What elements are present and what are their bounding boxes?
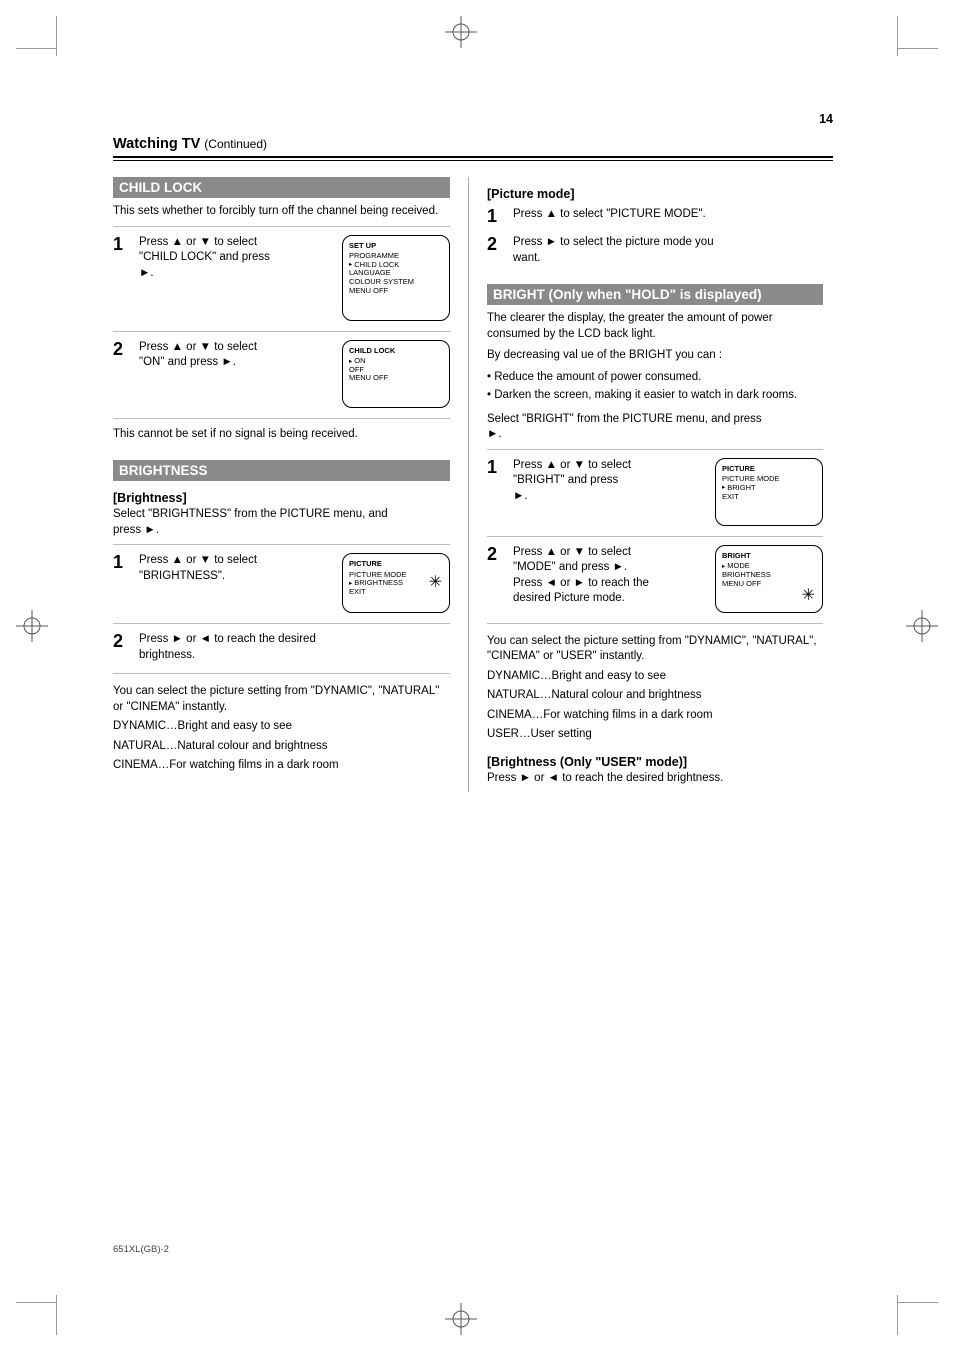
brightness-user-head: [Brightness (Only "USER" mode)] (487, 755, 823, 769)
right-icon (513, 490, 524, 502)
step-text: Press to select the picture mode youwant… (513, 235, 817, 266)
step-brightness-2: 2 Press or to reach the desiredbrightnes… (113, 624, 450, 674)
step-number: 2 (113, 632, 133, 650)
footer-part-number: 651XL(GB)-2 (113, 1244, 169, 1255)
left-icon (546, 577, 557, 589)
right-icon (144, 524, 155, 536)
step-number: 2 (487, 235, 507, 253)
step-bright-2: 2 Press or to select "MODE" and press . … (487, 537, 823, 624)
left-icon (200, 633, 211, 645)
step-pm-2: 2 Press to select the picture mode youwa… (487, 235, 823, 276)
step-number: 2 (487, 545, 507, 563)
step-number: 2 (113, 340, 133, 358)
step-text: Press or to reach the desiredbrightness. (139, 632, 444, 663)
step-number: 1 (113, 235, 133, 253)
step-number: 1 (113, 553, 133, 571)
lcd-bright-menu: BRIGHT ▸MODE BRIGHTNESS MENU OFF ✳ (715, 545, 823, 613)
brightness-icon: ✳ (429, 574, 441, 592)
step-text: Press or to select "MODE" and press . Pr… (513, 545, 709, 607)
band-child-lock: CHILD LOCK (113, 177, 450, 198)
right-icon (520, 772, 531, 784)
register-mark (445, 1303, 477, 1335)
right-icon (487, 428, 498, 440)
lcd-childlock: CHILD LOCK ▸ON OFF MENU OFF (342, 340, 450, 408)
right-icon (546, 236, 557, 248)
step-text: Press or to select "BRIGHTNESS". (139, 553, 336, 584)
brightness-icon: ✳ (802, 587, 814, 605)
childlock-note: This cannot be set if no signal is being… (113, 427, 450, 443)
child-lock-lead: This sets whether to forcibly turn off t… (113, 204, 450, 220)
step-pm-1: 1 Press to select "PICTURE MODE". (487, 205, 823, 235)
up-icon (546, 459, 557, 471)
band-brightness: BRIGHTNESS (113, 460, 450, 481)
right-icon (139, 267, 150, 279)
left-icon (548, 772, 559, 784)
right-icon (613, 561, 624, 573)
step-childlock-1: 1 Press or to select "CHILD LOCK" and pr… (113, 226, 450, 332)
right-icon (172, 633, 183, 645)
brightness-subhead: [Brightness] (113, 491, 450, 505)
down-icon (574, 459, 585, 471)
step-text: Press or to select "ON" and press . (139, 340, 336, 371)
up-icon (546, 546, 557, 558)
step-bright-1: 1 Press or to select "BRIGHT" and press … (487, 449, 823, 537)
register-mark (906, 610, 938, 642)
right-icon (574, 577, 585, 589)
brightness-lead: Select "BRIGHTNESS" from the PICTURE men… (113, 507, 450, 538)
up-icon (546, 208, 557, 220)
step-text: Press or to select "BRIGHT" and press . (513, 458, 709, 505)
bright-mode-desc: You can select the picture setting from … (487, 634, 823, 743)
register-mark (445, 16, 477, 48)
down-icon (574, 546, 585, 558)
step-text: Press to select "PICTURE MODE". (513, 207, 817, 223)
down-icon (200, 341, 211, 353)
step-brightness-1: 1 Press or to select "BRIGHTNESS". PICTU… (113, 544, 450, 624)
step-number: 1 (487, 458, 507, 476)
down-icon (200, 554, 211, 566)
bright-trail: Select "BRIGHT" from the PICTURE menu, a… (487, 412, 823, 443)
picture-mode-desc: You can select the picture setting from … (113, 684, 450, 774)
section-title: Watching TV (Continued) (113, 136, 833, 152)
step-text: Press or to select "CHILD LOCK" and pres… (139, 235, 336, 282)
brightness-user-step: Press or to reach the desired brightness… (487, 771, 823, 787)
cursor-icon: ▸ (722, 484, 725, 491)
right-icon (221, 356, 232, 368)
up-icon (172, 554, 183, 566)
band-bright-hold: BRIGHT (Only when "HOLD" is displayed) (487, 284, 823, 305)
down-icon (200, 236, 211, 248)
bright-bullets: Reduce the amount of power consumed. Dar… (487, 370, 823, 404)
page-number: 14 (113, 112, 833, 126)
page-body: 14 Watching TV (Continued) CHILD LOCK Th… (113, 112, 833, 792)
left-column: CHILD LOCK This sets whether to forcibly… (113, 177, 468, 792)
register-mark (16, 610, 48, 642)
lcd-setup: SET UP PROGRAMME ▸CHILD LOCK LANGUAGE CO… (342, 235, 450, 321)
lcd-picture: PICTURE PICTURE MODE ▸BRIGHTNESS ✳ EXIT (342, 553, 450, 613)
bright-lead: The clearer the display, the greater the… (487, 311, 823, 364)
up-icon (172, 236, 183, 248)
step-number: 1 (487, 207, 507, 225)
picture-mode-subhead: [Picture mode] (487, 187, 823, 201)
lcd-picture-bright: PICTURE PICTURE MODE ▸BRIGHT EXIT (715, 458, 823, 526)
step-childlock-2: 2 Press or to select "ON" and press . CH… (113, 332, 450, 419)
right-column: [Picture mode] 1 Press to select "PICTUR… (468, 177, 823, 792)
up-icon (172, 341, 183, 353)
